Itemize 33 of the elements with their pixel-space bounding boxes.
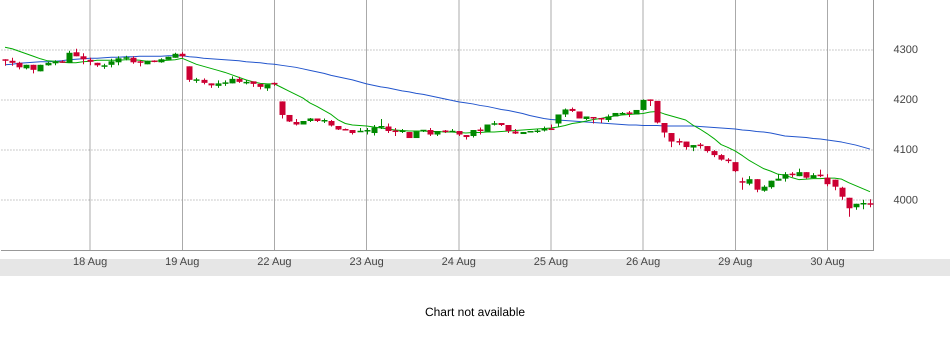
x-tick-label: 26 Aug [626, 256, 660, 268]
candlestick [378, 118, 384, 130]
candlestick [840, 186, 846, 200]
x-tick-label: 22 Aug [257, 256, 292, 268]
candlestick [732, 162, 738, 173]
y-tick-label: 4000 [894, 194, 918, 206]
candlestick [668, 132, 674, 148]
y-tick-label: 4200 [894, 94, 918, 106]
text: Chart not available [424, 305, 526, 319]
candlestick [66, 50, 72, 64]
candlestick [754, 178, 760, 193]
x-tick-label: 18 Aug [72, 256, 108, 268]
candlestick [186, 66, 192, 82]
candlestick [654, 100, 660, 124]
candlestick [746, 176, 752, 186]
candlestick [782, 172, 788, 182]
x-tick-label: 25 Aug [534, 256, 568, 268]
x-tick-label: 29 Aug [718, 256, 752, 268]
y-tick-label: 4300 [894, 44, 918, 56]
candlestick [662, 122, 668, 138]
x-tick-label: 19 Aug [165, 256, 200, 268]
candlestick [556, 114, 562, 128]
candlestick [280, 100, 286, 119]
candlestick [824, 174, 830, 187]
candlestick [846, 197, 852, 218]
candlestick [740, 177, 746, 190]
x-tick-label: 30 Aug [810, 256, 845, 268]
candlestick [832, 179, 838, 191]
y-tick-label: 4100 [894, 144, 918, 156]
x-tick-label: 23 Aug [349, 256, 384, 268]
candlestick [80, 52, 86, 65]
x-tick-label: 24 Aug [442, 256, 476, 268]
candlestick [640, 98, 646, 111]
